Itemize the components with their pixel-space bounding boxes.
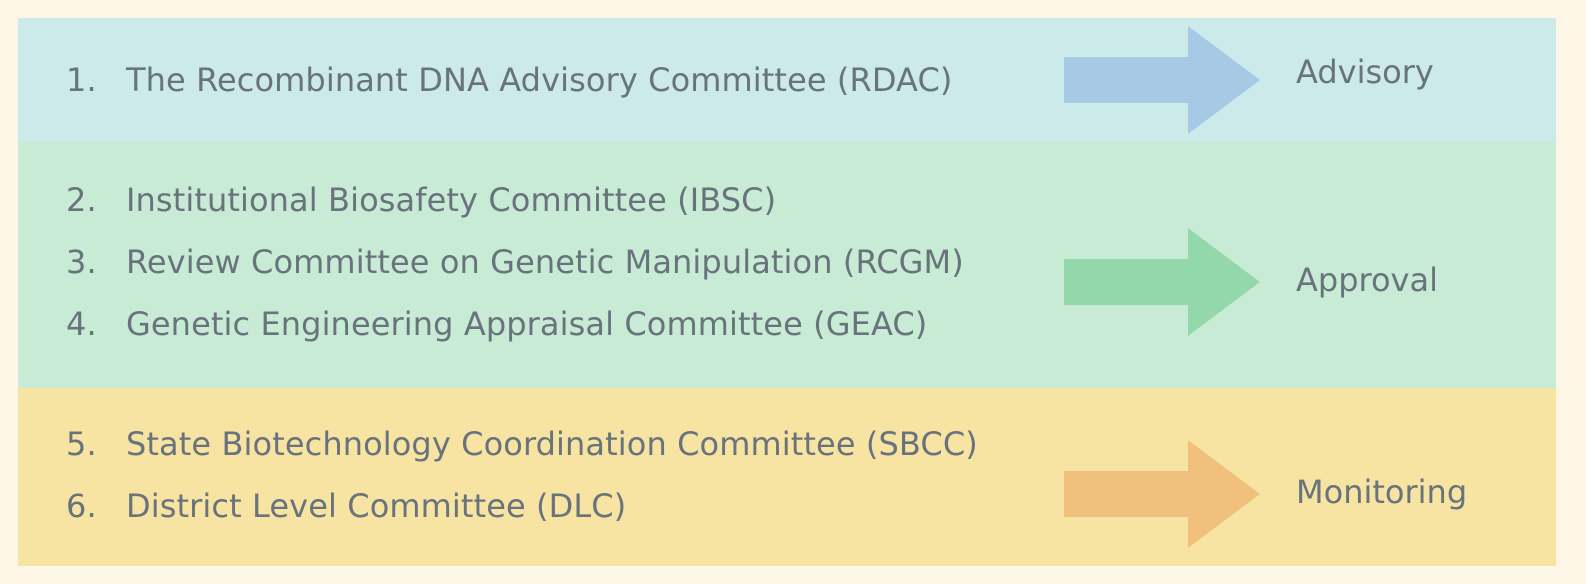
item-number: 1. [66,61,97,99]
item-number: 5. [66,425,97,463]
monitoring-band: 5. State Biotechnology Coordination Commi… [18,388,1556,566]
role-label-approval: Approval [1296,261,1438,299]
role-label-monitoring: Monitoring [1296,473,1468,511]
item-text: The Recombinant DNA Advisory Committee (… [126,61,953,99]
list-item: 3. Review Committee on Genetic Manipulati… [66,242,964,282]
list-item: 5. State Biotechnology Coordination Commi… [66,424,978,464]
list-item: 2. Institutional Biosafety Committee (IBS… [66,180,776,220]
committee-hierarchy-diagram: 1. The Recombinant DNA Advisory Committee… [18,18,1556,566]
role-label-advisory: Advisory [1296,53,1434,91]
item-number: 4. [66,305,97,343]
item-text: Review Committee on Genetic Manipulation… [126,243,964,281]
list-item: 4. Genetic Engineering Appraisal Committe… [66,304,927,344]
right-arrow-icon [1064,228,1260,336]
right-arrow-icon [1064,440,1260,548]
item-text: Institutional Biosafety Committee (IBSC) [126,181,777,219]
approval-band: 2. Institutional Biosafety Committee (IBS… [18,142,1556,388]
item-text: District Level Committee (DLC) [126,487,627,525]
item-number: 6. [66,487,97,525]
advisory-band: 1. The Recombinant DNA Advisory Committee… [18,18,1556,142]
arrow-shape [1064,440,1260,548]
arrow-shape [1064,26,1260,134]
list-item: 1. The Recombinant DNA Advisory Committee… [66,60,952,100]
item-number: 2. [66,181,97,219]
item-text: State Biotechnology Coordination Committ… [126,425,978,463]
arrow-shape [1064,228,1260,336]
item-number: 3. [66,243,97,281]
item-text: Genetic Engineering Appraisal Committee … [126,305,928,343]
list-item: 6. District Level Committee (DLC) [66,486,626,526]
right-arrow-icon [1064,26,1260,134]
